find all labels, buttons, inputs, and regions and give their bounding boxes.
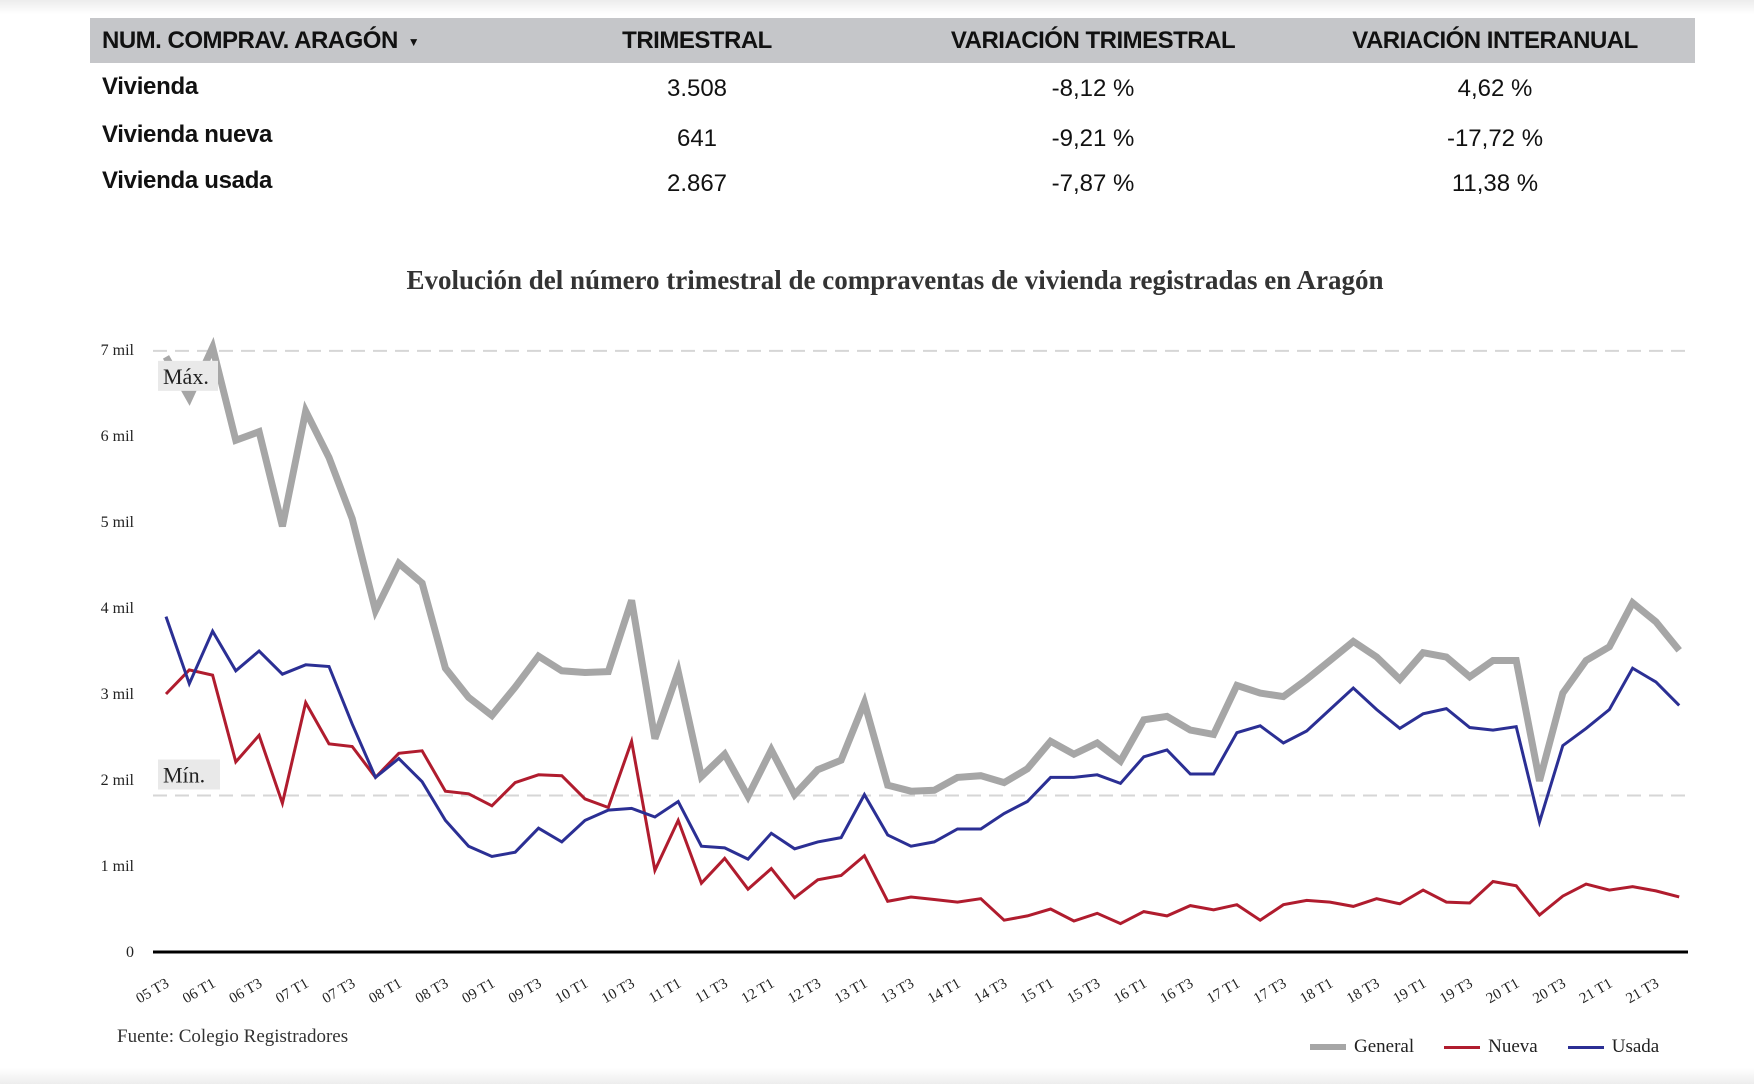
x-tick-label: 17 T1 [1204,976,1242,1007]
y-tick-label: 7 mil [101,342,135,359]
header-label: NUM. COMPRAV. ARAGÓN [102,27,398,54]
x-tick-label: 08 T3 [413,976,451,1007]
row-trimestral: 2.867 [666,170,728,197]
reference-label-bg [158,360,218,391]
x-tick-label: 19 T1 [1391,976,1429,1007]
x-tick-label: 12 T3 [785,976,823,1007]
bottom-shade [0,1068,1754,1084]
x-tick-label: 08 T1 [366,976,404,1007]
x-tick-label: 07 T1 [273,976,311,1007]
legend-item-usada[interactable]: Usada [1567,1036,1660,1058]
x-tick-label: 18 T1 [1298,976,1336,1007]
y-tick-label: 3 mil [101,686,135,703]
x-tick-label: 14 T3 [972,976,1010,1007]
row-label: Vivienda nueva [102,121,273,148]
x-tick-label: 16 T1 [1111,976,1149,1007]
y-tick-label: 1 mil [101,858,135,875]
x-tick-label: 06 T1 [180,976,218,1007]
row-var-trim: -7,87 % [1051,170,1135,197]
chart-title: Evolución del número trimestral de compr… [406,265,1384,295]
row-var-inter: -17,72 % [1446,125,1544,152]
table-header: NUM. COMPRAV. ARAGÓN ▼ TRIMESTRAL VARIACI… [90,18,1695,63]
legend-label: General [1354,1036,1415,1057]
table-row: Vivienda usada 2.867 -7,87 % 11,38 % [90,166,1695,206]
source-note: Fuente: Colegio Registradores [117,1026,349,1047]
x-tick-label: 12 T1 [739,976,777,1007]
x-tick-label: 09 T3 [506,976,544,1007]
legend-label: Nueva [1488,1036,1538,1057]
y-tick-label: 2 mil [101,772,135,789]
x-tick-label: 16 T3 [1158,976,1196,1007]
legend-swatch [1444,1045,1481,1049]
header-var-trimestral: VARIACIÓN TRIMESTRAL [950,27,1236,54]
legend-item-general[interactable]: General [1310,1036,1414,1058]
row-label: Vivienda usada [102,167,273,194]
y-tick-label: 4 mil [101,600,135,617]
table-row: Vivienda nueva 641 -9,21 % -17,72 % [90,120,1695,160]
row-trimestral: 641 [676,125,718,152]
header-trimestral: TRIMESTRAL [622,27,772,54]
x-tick-label: 06 T3 [227,976,265,1007]
row-var-trim: -9,21 % [1051,125,1135,152]
row-var-inter: 4,62 % [1457,75,1533,102]
x-tick-label: 11 T1 [646,976,684,1007]
y-tick-label: 5 mil [101,514,135,531]
row-var-inter: 11,38 % [1451,170,1539,197]
legend-label: Usada [1611,1036,1660,1057]
row-trimestral: 3.508 [666,75,728,102]
legend-swatch [1567,1045,1604,1049]
x-tick-label: 11 T3 [693,976,731,1007]
caret-down-icon[interactable]: ▼ [407,34,420,49]
x-tick-label: 19 T3 [1437,976,1475,1007]
x-tick-label: 20 T1 [1484,976,1522,1007]
header-selector[interactable]: NUM. COMPRAV. ARAGÓN ▼ [102,18,420,63]
row-label: Vivienda [102,73,198,100]
legend-item-nueva[interactable]: Nueva [1444,1036,1538,1058]
series-line-general [162,336,1682,804]
x-tick-label: 21 T3 [1623,976,1661,1007]
legend-swatch [1310,1044,1346,1050]
x-tick-label: 15 T3 [1065,976,1103,1007]
reference-label-bg [158,759,220,790]
x-tick-label: 21 T1 [1577,976,1615,1007]
reference-label: Mín. [163,762,205,787]
table-row: Vivienda 3.508 -8,12 % 4,62 % [90,72,1695,112]
legend: General Nueva Usada [1310,1036,1659,1058]
x-tick-label: 09 T1 [459,976,497,1007]
series-line-nueva [164,668,1680,926]
top-shade [0,0,1754,14]
series-line-usada [164,616,1681,861]
x-tick-label: 17 T3 [1251,976,1289,1007]
x-tick-label: 14 T1 [925,976,963,1007]
x-tick-label: 15 T1 [1018,976,1056,1007]
header-var-interanual: VARIACIÓN INTERANUAL [1352,27,1638,54]
reference-label: Máx. [163,364,209,389]
x-tick-label: 07 T3 [320,976,358,1007]
x-tick-label: 10 T3 [599,976,637,1007]
x-tick-label: 05 T3 [134,976,172,1007]
y-tick-label: 0 [126,944,134,961]
x-tick-label: 20 T3 [1530,976,1568,1007]
x-tick-label: 10 T1 [553,976,591,1007]
x-tick-label: 13 T3 [879,976,917,1007]
row-var-trim: -8,12 % [1051,75,1135,102]
y-tick-label: 6 mil [101,428,135,445]
x-tick-label: 13 T1 [832,976,870,1007]
x-tick-label: 18 T3 [1344,976,1382,1007]
